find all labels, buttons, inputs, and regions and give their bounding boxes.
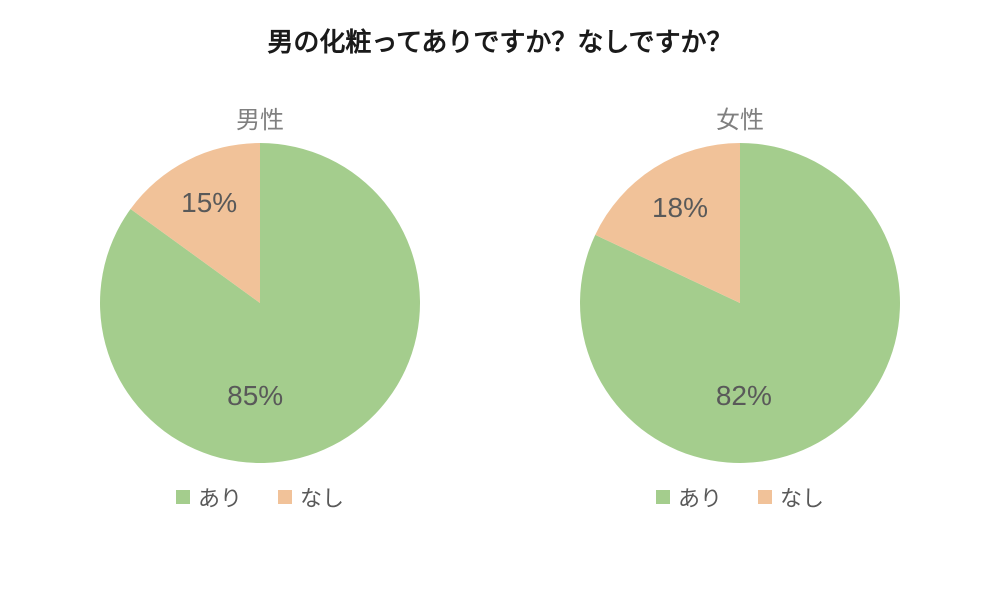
pie-wrap: 85% 15% [100, 143, 420, 463]
chart-panel: 男性 85% 15% あり なし [60, 100, 460, 570]
slice-value-label: 85% [227, 380, 283, 412]
pie-wrap: 82% 18% [580, 143, 900, 463]
slice-value-label: 82% [716, 380, 772, 412]
pie-chart [580, 143, 900, 463]
legend-swatch [278, 490, 292, 504]
legend-swatch [758, 490, 772, 504]
chart-panel: 女性 82% 18% あり なし [540, 100, 940, 570]
legend-label: なし [780, 481, 824, 513]
legend-swatch [176, 490, 190, 504]
legend: あり なし [176, 481, 344, 513]
chart-area: 男性 85% 15% あり なし 女性 82% 18% あり なし [0, 100, 1000, 570]
pie-chart [100, 143, 420, 463]
legend-label: なし [300, 481, 344, 513]
slice-value-label: 15% [181, 187, 237, 219]
legend-item-ari: あり [176, 481, 242, 513]
slice-value-label: 18% [652, 192, 708, 224]
legend-item-nashi: なし [758, 481, 824, 513]
panel-title: 女性 [716, 100, 764, 135]
chart-container: 男の化粧ってありですか？なしですか？ 男性 85% 15% あり なし 女性 82% 18% あ… [0, 0, 1000, 608]
legend-label: あり [678, 481, 722, 513]
legend-label: あり [198, 481, 242, 513]
legend: あり なし [656, 481, 824, 513]
legend-item-ari: あり [656, 481, 722, 513]
legend-swatch [656, 490, 670, 504]
legend-item-nashi: なし [278, 481, 344, 513]
panel-title: 男性 [236, 100, 284, 135]
page-title: 男の化粧ってありですか？なしですか？ [0, 22, 1000, 59]
